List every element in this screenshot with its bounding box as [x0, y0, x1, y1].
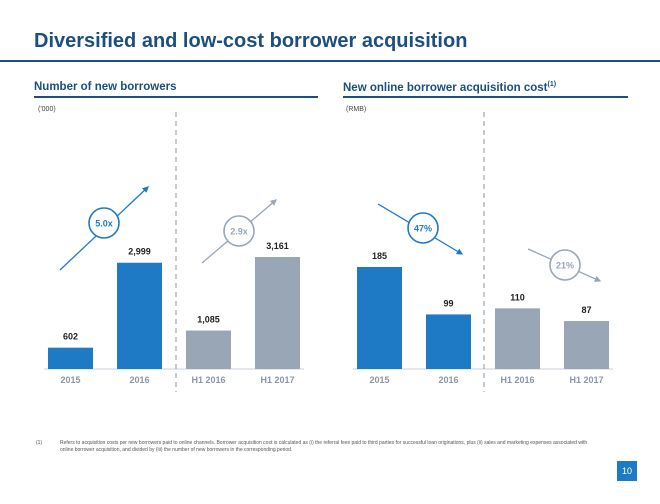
page-number: 10 [617, 461, 637, 481]
growth-badge [223, 215, 255, 247]
bar-2016 [117, 262, 162, 369]
chart-1-title: Number of new borrowers [34, 81, 177, 93]
title-divider [0, 60, 660, 62]
data-label: 602 [63, 332, 78, 342]
bar-2015 [357, 267, 402, 369]
chart-1-rule [34, 96, 318, 98]
bar-2015 [48, 347, 93, 369]
bar-h1-2016 [186, 330, 231, 369]
data-label: 99 [443, 298, 453, 308]
bar-h1-2016 [495, 308, 540, 369]
growth-badge-label: 2.9x [230, 227, 248, 237]
growth-badge-label: 47% [414, 224, 432, 234]
data-label: 3,161 [266, 241, 289, 251]
growth-badge [549, 249, 581, 281]
footnote-marker: (1) [36, 440, 43, 446]
chart-1-unit: ('000) [38, 106, 56, 113]
data-label: 87 [581, 305, 591, 315]
chart-2-title-text: New online borrower acquisition cost [343, 81, 548, 94]
x-tick-label: H1 2016 [191, 375, 225, 385]
x-tick-label: 2016 [129, 375, 149, 385]
bar-2016 [426, 314, 471, 369]
x-tick-label: H1 2017 [260, 375, 294, 385]
data-label: 1,085 [197, 315, 220, 325]
data-label: 110 [510, 292, 525, 302]
data-label: 185 [372, 251, 387, 261]
growth-badge-label: 5.0x [95, 219, 113, 229]
chart-2-rule [343, 96, 628, 98]
growth-badge [407, 212, 439, 244]
bar-h1-2017 [564, 321, 609, 369]
x-tick-label: H1 2017 [569, 375, 603, 385]
chart-2-title: New online borrower acquisition cost(1) [343, 81, 556, 94]
page-title: Diversified and low-cost borrower acquis… [34, 30, 468, 52]
chart-1-title-text: Number of new borrowers [34, 81, 177, 93]
bar-h1-2017 [255, 257, 300, 369]
x-tick-label: 2016 [438, 375, 458, 385]
growth-badge-label: 21% [556, 261, 574, 271]
growth-badge [88, 207, 120, 239]
x-tick-label: 2015 [369, 375, 389, 385]
chart-2-unit: (RMB) [346, 106, 367, 113]
chart-2-title-footnote-ref: (1) [547, 81, 557, 88]
footnote-text: Refers to acquisition costs per new borr… [60, 440, 588, 453]
x-tick-label: H1 2016 [500, 375, 534, 385]
x-tick-label: 2015 [60, 375, 80, 385]
data-label: 2,999 [128, 247, 151, 257]
